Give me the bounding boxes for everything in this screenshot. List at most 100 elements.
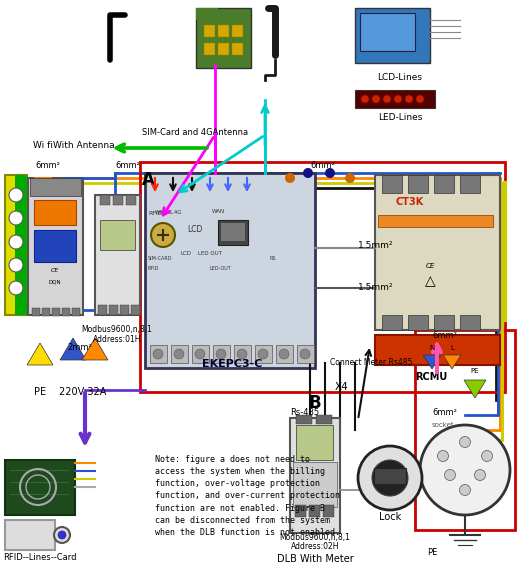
- Text: CE: CE: [425, 263, 435, 269]
- FancyBboxPatch shape: [145, 173, 315, 368]
- Text: RFID: RFID: [148, 266, 159, 271]
- Circle shape: [9, 188, 23, 202]
- FancyBboxPatch shape: [5, 175, 27, 315]
- FancyBboxPatch shape: [316, 415, 332, 424]
- FancyBboxPatch shape: [296, 425, 333, 460]
- FancyBboxPatch shape: [62, 308, 70, 316]
- Text: LED-Lines: LED-Lines: [378, 113, 422, 122]
- Circle shape: [300, 349, 310, 359]
- Circle shape: [481, 450, 492, 461]
- Circle shape: [420, 425, 510, 515]
- Polygon shape: [27, 343, 53, 365]
- FancyBboxPatch shape: [382, 315, 402, 330]
- Circle shape: [345, 173, 355, 183]
- FancyBboxPatch shape: [290, 418, 340, 533]
- FancyBboxPatch shape: [378, 215, 493, 227]
- FancyBboxPatch shape: [293, 462, 337, 507]
- Circle shape: [383, 95, 391, 103]
- FancyBboxPatch shape: [32, 308, 40, 316]
- Text: WIFI/G,4G: WIFI/G,4G: [155, 209, 183, 214]
- FancyBboxPatch shape: [131, 305, 140, 315]
- Circle shape: [445, 470, 456, 481]
- FancyBboxPatch shape: [28, 178, 83, 315]
- FancyBboxPatch shape: [192, 345, 209, 363]
- Text: CT3K: CT3K: [395, 197, 423, 207]
- Text: LED-OUT: LED-OUT: [210, 266, 232, 271]
- FancyBboxPatch shape: [100, 220, 135, 250]
- Text: LCD: LCD: [187, 225, 203, 234]
- Text: SIM-CARD: SIM-CARD: [148, 256, 172, 261]
- FancyBboxPatch shape: [126, 195, 136, 205]
- Text: PE: PE: [427, 548, 437, 557]
- FancyBboxPatch shape: [360, 13, 415, 51]
- Polygon shape: [443, 355, 461, 369]
- Text: PE: PE: [34, 387, 46, 397]
- Text: A: A: [141, 171, 155, 189]
- FancyBboxPatch shape: [120, 305, 129, 315]
- FancyBboxPatch shape: [375, 335, 500, 365]
- Text: Connect Meter Rs485: Connect Meter Rs485: [330, 358, 412, 367]
- Text: N: N: [430, 345, 435, 351]
- FancyBboxPatch shape: [42, 308, 50, 316]
- FancyBboxPatch shape: [30, 178, 81, 196]
- FancyBboxPatch shape: [355, 8, 430, 63]
- Text: 1.5mm²: 1.5mm²: [358, 241, 394, 250]
- Text: Address:02H: Address:02H: [291, 542, 339, 551]
- Circle shape: [58, 531, 66, 539]
- FancyBboxPatch shape: [460, 175, 480, 193]
- FancyBboxPatch shape: [408, 175, 428, 193]
- FancyBboxPatch shape: [171, 345, 188, 363]
- Text: Note: figure a does not need to
access the system when the billing
function, ove: Note: figure a does not need to access t…: [155, 455, 340, 537]
- Text: Rs-485: Rs-485: [290, 408, 319, 417]
- FancyBboxPatch shape: [232, 25, 243, 37]
- Text: 1.5mm²: 1.5mm²: [358, 283, 394, 292]
- Circle shape: [372, 460, 408, 496]
- FancyBboxPatch shape: [204, 43, 215, 55]
- FancyBboxPatch shape: [218, 43, 229, 55]
- Text: RFID: RFID: [148, 211, 163, 216]
- Text: L: L: [450, 345, 454, 351]
- Polygon shape: [82, 338, 108, 360]
- FancyBboxPatch shape: [5, 460, 75, 515]
- Text: X4: X4: [335, 382, 349, 392]
- Text: Modbus9600,n,8,1: Modbus9600,n,8,1: [280, 533, 350, 542]
- Circle shape: [416, 95, 424, 103]
- FancyBboxPatch shape: [109, 305, 118, 315]
- FancyBboxPatch shape: [218, 220, 248, 245]
- Text: Modbus9600,n,8,1: Modbus9600,n,8,1: [81, 325, 152, 334]
- Text: Address:01H: Address:01H: [93, 335, 141, 344]
- FancyBboxPatch shape: [323, 505, 334, 517]
- Text: socket: socket: [432, 422, 455, 428]
- Text: 220V 32A: 220V 32A: [60, 387, 106, 397]
- Text: WAN: WAN: [211, 209, 224, 214]
- Text: RFID--Lines--Card: RFID--Lines--Card: [3, 553, 77, 562]
- Circle shape: [174, 349, 184, 359]
- FancyBboxPatch shape: [374, 468, 406, 484]
- Circle shape: [361, 95, 369, 103]
- Circle shape: [459, 485, 470, 495]
- Circle shape: [9, 211, 23, 225]
- FancyBboxPatch shape: [34, 230, 76, 262]
- FancyBboxPatch shape: [5, 520, 55, 550]
- Text: RCMU: RCMU: [415, 372, 447, 382]
- FancyBboxPatch shape: [296, 415, 312, 424]
- FancyBboxPatch shape: [297, 345, 314, 363]
- FancyBboxPatch shape: [255, 345, 272, 363]
- FancyBboxPatch shape: [15, 175, 27, 315]
- FancyBboxPatch shape: [460, 315, 480, 330]
- Circle shape: [258, 349, 268, 359]
- FancyBboxPatch shape: [434, 315, 454, 330]
- Text: 6mm²: 6mm²: [115, 161, 140, 170]
- Circle shape: [279, 349, 289, 359]
- Polygon shape: [60, 338, 86, 360]
- FancyBboxPatch shape: [234, 345, 251, 363]
- Circle shape: [325, 168, 335, 178]
- Text: RS: RS: [270, 256, 277, 261]
- Text: EKEPC3-C: EKEPC3-C: [202, 359, 262, 369]
- FancyBboxPatch shape: [382, 175, 402, 193]
- Text: SIM-Card and 4GAntenna: SIM-Card and 4GAntenna: [142, 128, 248, 137]
- Circle shape: [54, 527, 70, 543]
- FancyBboxPatch shape: [100, 195, 110, 205]
- Text: 6mm²: 6mm²: [35, 161, 60, 170]
- FancyBboxPatch shape: [204, 25, 215, 37]
